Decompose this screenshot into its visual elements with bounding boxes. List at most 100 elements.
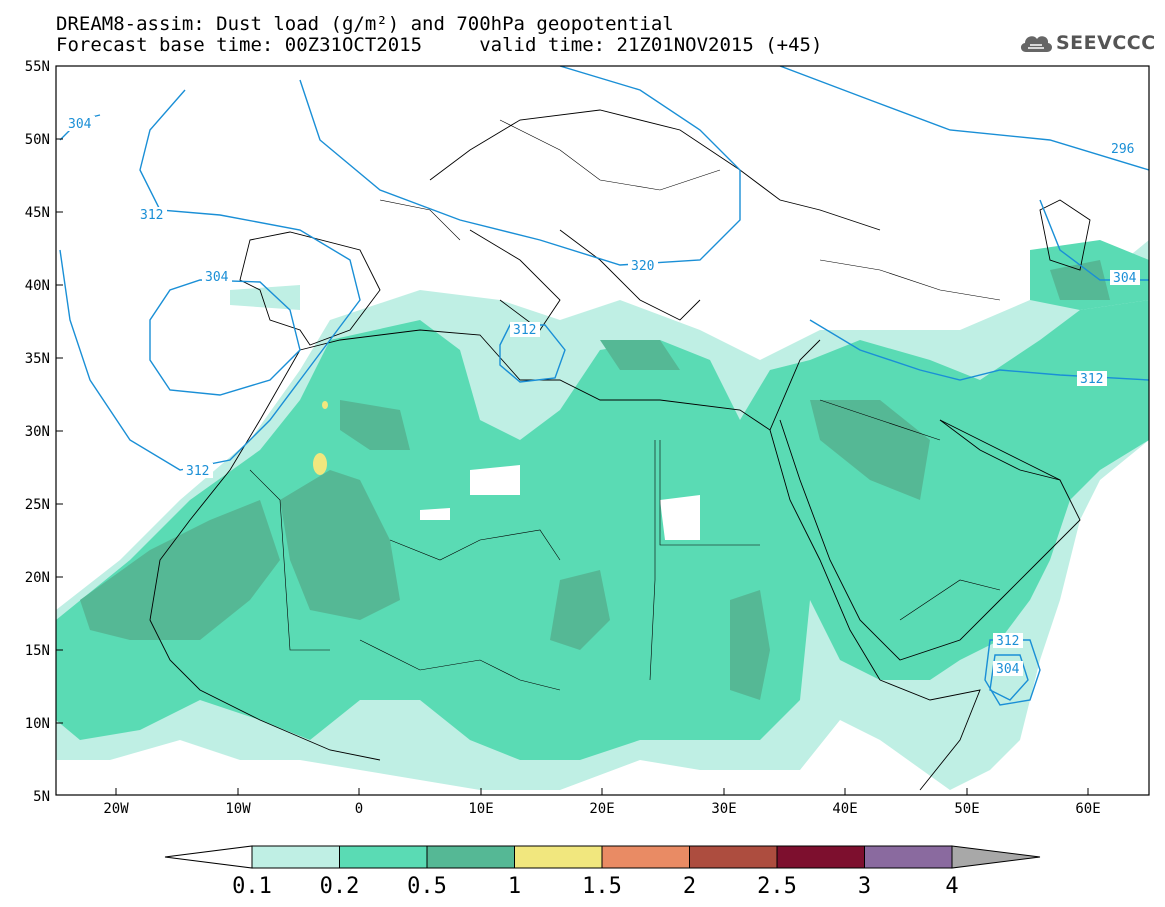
lat-label-40n: 40N — [25, 278, 50, 294]
colorbar: 0.1 0.2 0.5 1 1.5 2 2.5 3 4 — [164, 845, 1041, 899]
seevccc-logo: SEEVCCC — [1018, 28, 1158, 58]
border-6 — [899, 579, 1001, 621]
lat-labels: 55N 50N 45N 40N 35N 30N 25N 20N 15N 10N … — [25, 59, 50, 805]
dust-band-dark-7 — [1050, 260, 1110, 300]
contour-label-312-se: 312 — [996, 634, 1019, 649]
lat-label-30n: 30N — [25, 424, 50, 440]
coast-horn — [879, 679, 981, 791]
lon-labels: 20W 10W 0 10E 20E 30E 40E 50E 60E — [103, 801, 1100, 817]
lon-label-10w: 10W — [225, 801, 251, 817]
contour-label-320: 320 — [631, 259, 654, 274]
lon-label-40e: 40E — [832, 801, 857, 817]
border-10 — [379, 199, 461, 241]
colorbar-seg-2 — [689, 845, 778, 869]
contour-label-304-e: 304 — [1113, 271, 1137, 286]
contour-label-296: 296 — [1111, 142, 1134, 157]
contour-304-se — [989, 654, 1029, 701]
contour-label-304-w: 304 — [205, 270, 229, 285]
border-3 — [659, 440, 760, 546]
colorbar-label-2: 2 — [683, 874, 696, 899]
dust-band-dark-4 — [550, 570, 610, 650]
contour-label-312-sw: 312 — [186, 464, 209, 479]
coast-europe — [239, 231, 381, 346]
clear-patch-2 — [470, 465, 520, 495]
coast-balkans — [559, 229, 701, 321]
lat-label-50n: 50N — [25, 132, 50, 148]
colorbar-label-3: 3 — [858, 874, 871, 899]
colorbar-seg-3 — [864, 845, 953, 869]
lon-label-30e: 30E — [711, 801, 736, 817]
coast-westafrica — [149, 349, 381, 761]
contour-320 — [299, 66, 741, 266]
border-2 — [389, 529, 561, 561]
colorbar-label-1.5: 1.5 — [582, 874, 622, 899]
contour-304-mid — [149, 279, 301, 396]
dust-band-dark-2 — [280, 470, 400, 620]
contour-312-se — [984, 639, 1041, 706]
lon-label-50e: 50E — [954, 801, 979, 817]
clear-patch-1 — [660, 495, 700, 540]
geopotential-contours — [59, 66, 1149, 706]
dust-band-dark-6 — [810, 400, 930, 500]
colorbar-label-1: 1 — [508, 874, 521, 899]
axis-ticks — [56, 65, 1089, 795]
coast-northafrica — [299, 329, 821, 431]
dust-band-dark-8 — [600, 340, 680, 370]
coast-redsea — [769, 429, 881, 681]
logo-text: SEEVCCC — [1056, 32, 1156, 54]
borders — [249, 119, 1001, 691]
dust-band-high-2 — [322, 401, 328, 409]
lon-label-20e: 20E — [589, 801, 614, 817]
lon-label-0: 0 — [355, 801, 363, 817]
colorbar-seg-1.5 — [601, 845, 690, 869]
lon-label-60e: 60E — [1075, 801, 1100, 817]
lat-label-15n: 15N — [25, 643, 50, 659]
contour-312-west — [59, 89, 361, 471]
coast-arabia — [779, 419, 1081, 661]
border-4 — [649, 440, 656, 681]
map-title: DREAM8-assim: Dust load (g/m²) and 700hP… — [56, 13, 674, 35]
border-5 — [819, 399, 941, 441]
contour-label-304-nw: 304 — [68, 117, 92, 132]
colorbar-seg-0.1 — [251, 845, 340, 869]
lon-label-20w: 20W — [103, 801, 129, 817]
contour-label-312-e: 312 — [1080, 372, 1103, 387]
colorbar-label-0.2: 0.2 — [320, 874, 360, 899]
lat-label-55n: 55N — [25, 59, 50, 75]
lon-label-10e: 10E — [468, 801, 493, 817]
dust-band-dark-1 — [80, 500, 280, 640]
coast-persiangulf — [939, 419, 1061, 481]
dust-band-high — [313, 453, 327, 475]
lat-label-35n: 35N — [25, 351, 50, 367]
contour-label-304-se: 304 — [996, 662, 1020, 677]
colorbar-seg-1 — [514, 845, 603, 869]
colorbar-upper-triangle — [951, 845, 1041, 869]
colorbar-seg-0.2 — [339, 845, 428, 869]
colorbar-label-4: 4 — [945, 874, 958, 899]
coast-italy — [469, 229, 561, 331]
lat-label-10n: 10N — [25, 716, 50, 732]
coastlines — [149, 109, 1091, 791]
dust-field — [56, 240, 1149, 790]
colorbar-label-0.1: 0.1 — [232, 874, 272, 899]
border-8 — [499, 119, 721, 191]
border-9 — [819, 259, 1001, 301]
contour-label-312-w: 312 — [140, 208, 163, 223]
cloud-icon — [1020, 36, 1053, 52]
colorbar-seg-2.5 — [776, 845, 865, 869]
colorbar-lower-triangle — [164, 845, 253, 869]
lat-label-45n: 45N — [25, 205, 50, 221]
contour-312-east — [809, 319, 1149, 381]
dust-band-dark-3 — [340, 400, 410, 450]
border-1 — [249, 469, 330, 651]
dust-band-dark-5 — [730, 590, 770, 700]
colorbar-label-2.5: 2.5 — [757, 874, 797, 899]
lat-label-5n: 5N — [33, 789, 50, 805]
lat-label-25n: 25N — [25, 497, 50, 513]
colorbar-seg-0.5 — [426, 845, 515, 869]
colorbar-label-0.5: 0.5 — [407, 874, 447, 899]
lat-label-20n: 20N — [25, 570, 50, 586]
contour-label-312-med: 312 — [513, 323, 536, 338]
contour-labels: 304 312 304 312 320 312 296 304 312 312 … — [65, 116, 1140, 677]
